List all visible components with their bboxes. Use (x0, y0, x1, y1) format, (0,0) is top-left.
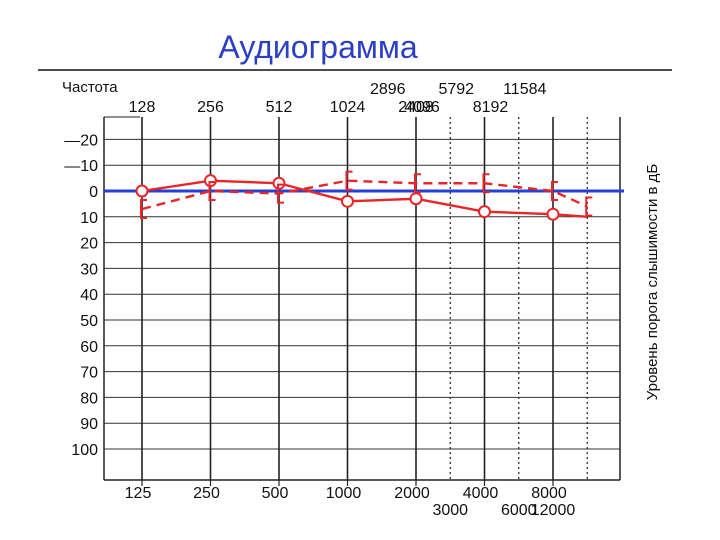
y-tick-label: —10 (64, 158, 98, 175)
top-freq-minor-label: 5792 (438, 81, 474, 98)
y-tick-label: 0 (89, 184, 98, 201)
bottom-freq-label: 500 (262, 485, 289, 502)
top-freq-label: 512 (266, 99, 293, 116)
bottom-freq-label: 8000 (531, 485, 567, 502)
x-axis-label: Частота (62, 79, 118, 96)
bottom-freq-label: 4000 (463, 485, 499, 502)
bottom-freq-label: 125 (125, 485, 152, 502)
y-tick-label: 60 (80, 339, 98, 356)
data-point-bracket (140, 199, 147, 220)
y-tick-label: 80 (80, 390, 98, 407)
bottom-freq-minor-label: 6000 (501, 502, 537, 519)
top-freq-label: 256 (197, 99, 224, 116)
bottom-freq-minor-label: 12000 (531, 502, 576, 519)
data-point-circle (478, 205, 491, 219)
bottom-freq-label: 2000 (394, 485, 430, 502)
y-tick-label: 30 (80, 261, 98, 278)
y-tick-label: 70 (80, 365, 98, 382)
series-line-1 (141, 179, 588, 218)
data-point-circle (409, 192, 423, 206)
y-tick-label: 100 (71, 442, 98, 459)
top-freq-label: 128 (129, 99, 156, 116)
y-tick-label: 90 (80, 416, 98, 433)
data-point-circle (546, 207, 560, 221)
data-point-bracket (208, 181, 216, 201)
data-point-bracket (414, 173, 421, 194)
y-tick-label: 40 (80, 287, 98, 304)
data-point-bracket (345, 170, 353, 191)
data-point-bracket (585, 196, 593, 217)
tick-labels: —20 —10 0 10 20 30 40 50 60 70 80 90 100 128 256 512 102… (64, 81, 575, 519)
grid (103, 116, 621, 486)
data-point-circle (341, 194, 354, 208)
y-axis-label: Уровень порога слышимости в дБ (644, 164, 661, 401)
top-freq-minor-label: 11584 (503, 81, 546, 98)
series-line-2 (141, 179, 588, 211)
top-freq-minor-label: 2896 (370, 81, 406, 98)
bottom-freq-label: 250 (193, 485, 220, 502)
bottom-freq-minor-label: 3000 (432, 502, 468, 519)
y-tick-label: 20 (80, 236, 98, 253)
top-freq-minor-label: 8192 (473, 99, 509, 116)
data-point-bracket (551, 181, 558, 201)
top-freq-label: 1024 (330, 99, 366, 116)
data-point-circle (135, 184, 149, 198)
y-tick-label: 50 (80, 313, 98, 330)
top-freq-minor-label: 4096 (404, 99, 440, 116)
data-point-bracket (277, 183, 284, 204)
y-tick-label: 10 (80, 210, 98, 227)
series-layer (104, 170, 624, 221)
data-point-bracket (482, 173, 490, 194)
top-freq-label: 2408 (398, 99, 434, 116)
chart-title: Аудиограмма (218, 29, 418, 65)
bottom-freq-label: 1000 (326, 485, 362, 502)
y-tick-label: —20 (64, 132, 98, 149)
